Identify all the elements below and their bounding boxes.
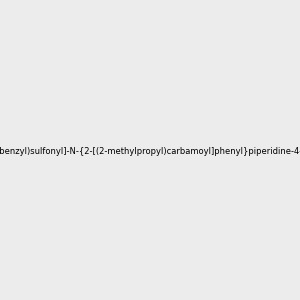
Text: 1-[(3-chlorobenzyl)sulfonyl]-N-{2-[(2-methylpropyl)carbamoyl]phenyl}piperidine-4: 1-[(3-chlorobenzyl)sulfonyl]-N-{2-[(2-me… [0, 147, 300, 156]
